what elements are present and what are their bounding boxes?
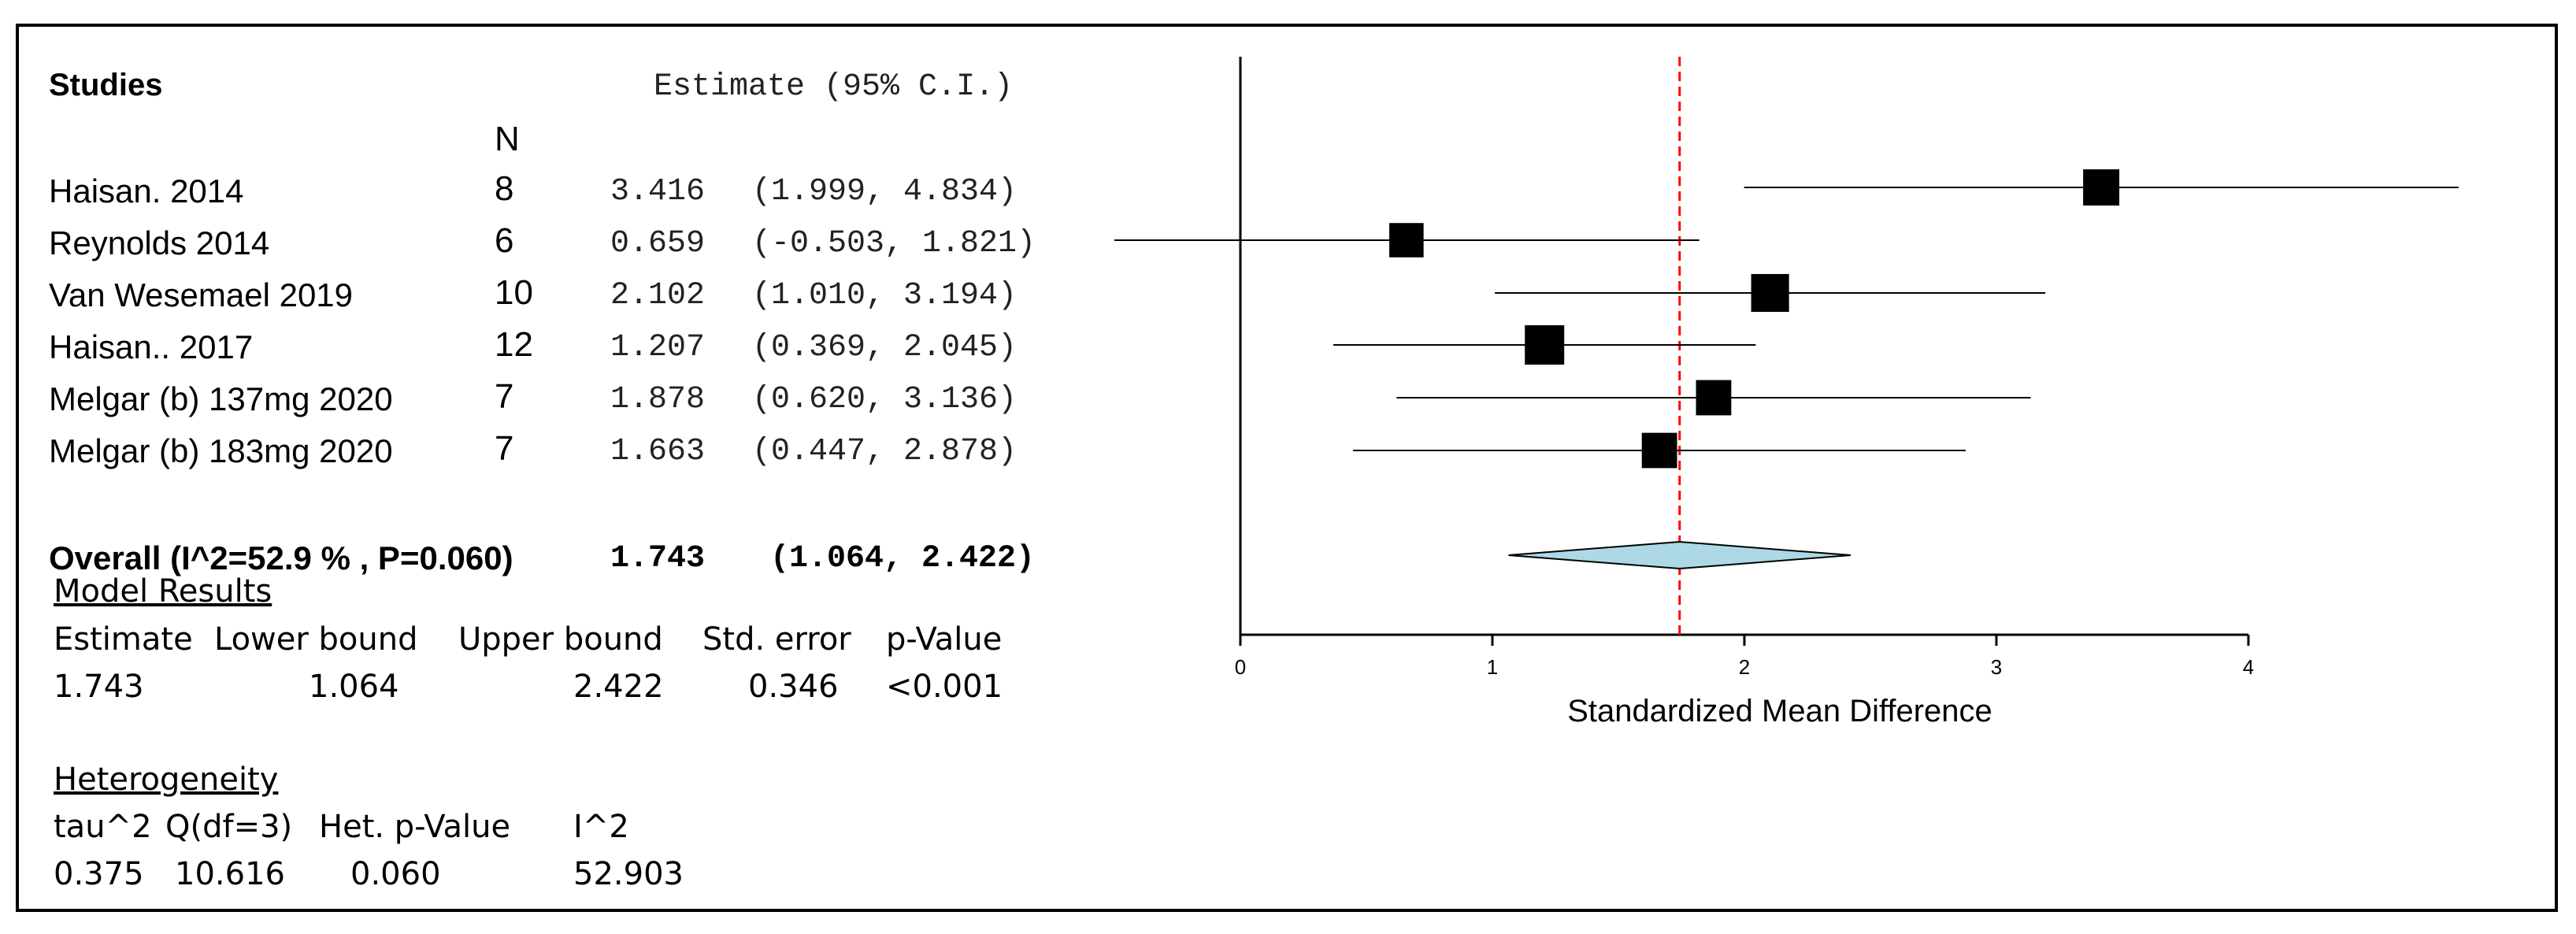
study-n: 6 xyxy=(495,221,514,260)
model-value-pvalue: <0.001 xyxy=(886,669,1003,705)
het-value-pvalue: 0.060 xyxy=(350,856,441,892)
het-value-tau2: 0.375 xyxy=(54,856,144,892)
study-ci: (1.010, 3.194) xyxy=(752,278,1017,313)
studies-header: Studies xyxy=(49,68,163,102)
n-header: N xyxy=(495,120,520,158)
het-header-tau2: tau^2 xyxy=(54,809,152,845)
study-estimate: 2.102 xyxy=(610,278,706,313)
x-tick-label: 1 xyxy=(1487,655,1498,679)
estimate-marker xyxy=(1389,223,1424,258)
study-estimate: 1.207 xyxy=(610,330,706,365)
x-tick-label: 4 xyxy=(2243,655,2254,679)
model-header-estimate: Estimate xyxy=(54,621,193,658)
study-ci: (-0.503, 1.821) xyxy=(752,226,1036,261)
model-value-estimate: 1.743 xyxy=(54,669,144,705)
model-header-stderr: Std. error xyxy=(702,621,851,658)
x-tick-label: 3 xyxy=(1991,655,2002,679)
x-axis-title: Standardized Mean Difference xyxy=(1567,694,1992,728)
study-n: 7 xyxy=(495,377,514,416)
estimate-marker xyxy=(2083,169,2120,206)
study-estimate: 0.659 xyxy=(610,226,706,261)
study-estimate: 1.663 xyxy=(610,434,706,469)
heterogeneity-title: Heterogeneity xyxy=(54,762,279,798)
figure-frame xyxy=(16,24,2558,912)
het-header-pvalue: Het. p-Value xyxy=(319,809,511,845)
study-label: Reynolds 2014 xyxy=(49,224,270,261)
x-tick-label: 0 xyxy=(1235,655,1246,679)
estimate-marker xyxy=(1525,325,1565,365)
study-ci: (1.999, 4.834) xyxy=(752,174,1017,209)
het-value-i2: 52.903 xyxy=(573,856,684,892)
model-value-lower: 1.064 xyxy=(309,669,399,705)
summary-diamond xyxy=(1508,540,1851,570)
estimate-marker xyxy=(1696,380,1732,416)
study-label: Haisan. 2014 xyxy=(49,172,244,209)
study-label: Haisan.. 2017 xyxy=(49,328,254,365)
het-header-i2: I^2 xyxy=(573,809,629,845)
x-tick-label: 2 xyxy=(1739,655,1750,679)
estimate-header: Estimate (95% C.I.) xyxy=(654,69,1014,105)
study-estimate: 3.416 xyxy=(610,174,706,209)
study-n: 8 xyxy=(495,169,514,208)
overall-label: Overall (I^2=52.9 % , P=0.060) xyxy=(49,539,513,576)
model-header-pvalue: p-Value xyxy=(886,621,1003,658)
overall-estimate: 1.743 xyxy=(610,541,706,576)
model-value-upper: 2.422 xyxy=(573,669,664,705)
study-n: 10 xyxy=(495,273,533,312)
study-label: Melgar (b) 137mg 2020 xyxy=(49,380,393,417)
het-header-q: Q(df=3) xyxy=(165,809,293,845)
estimate-marker xyxy=(1751,273,1789,313)
study-label: Van Wesemael 2019 xyxy=(49,276,354,313)
model-results-title: Model Results xyxy=(54,573,272,610)
model-header-lower: Lower bound xyxy=(214,621,418,658)
study-n: 12 xyxy=(495,325,533,364)
model-value-stderr: 0.346 xyxy=(748,669,839,705)
estimate-marker xyxy=(1641,432,1677,469)
het-value-q: 10.616 xyxy=(175,856,285,892)
study-label: Melgar (b) 183mg 2020 xyxy=(49,432,393,469)
study-ci: (0.620, 3.136) xyxy=(752,382,1017,417)
overall-ci: (1.064, 2.422) xyxy=(770,541,1036,576)
study-ci: (0.369, 2.045) xyxy=(752,330,1017,365)
study-estimate: 1.878 xyxy=(610,382,706,417)
study-ci: (0.447, 2.878) xyxy=(752,434,1017,469)
model-header-upper: Upper bound xyxy=(458,621,663,658)
study-n: 7 xyxy=(495,429,514,468)
